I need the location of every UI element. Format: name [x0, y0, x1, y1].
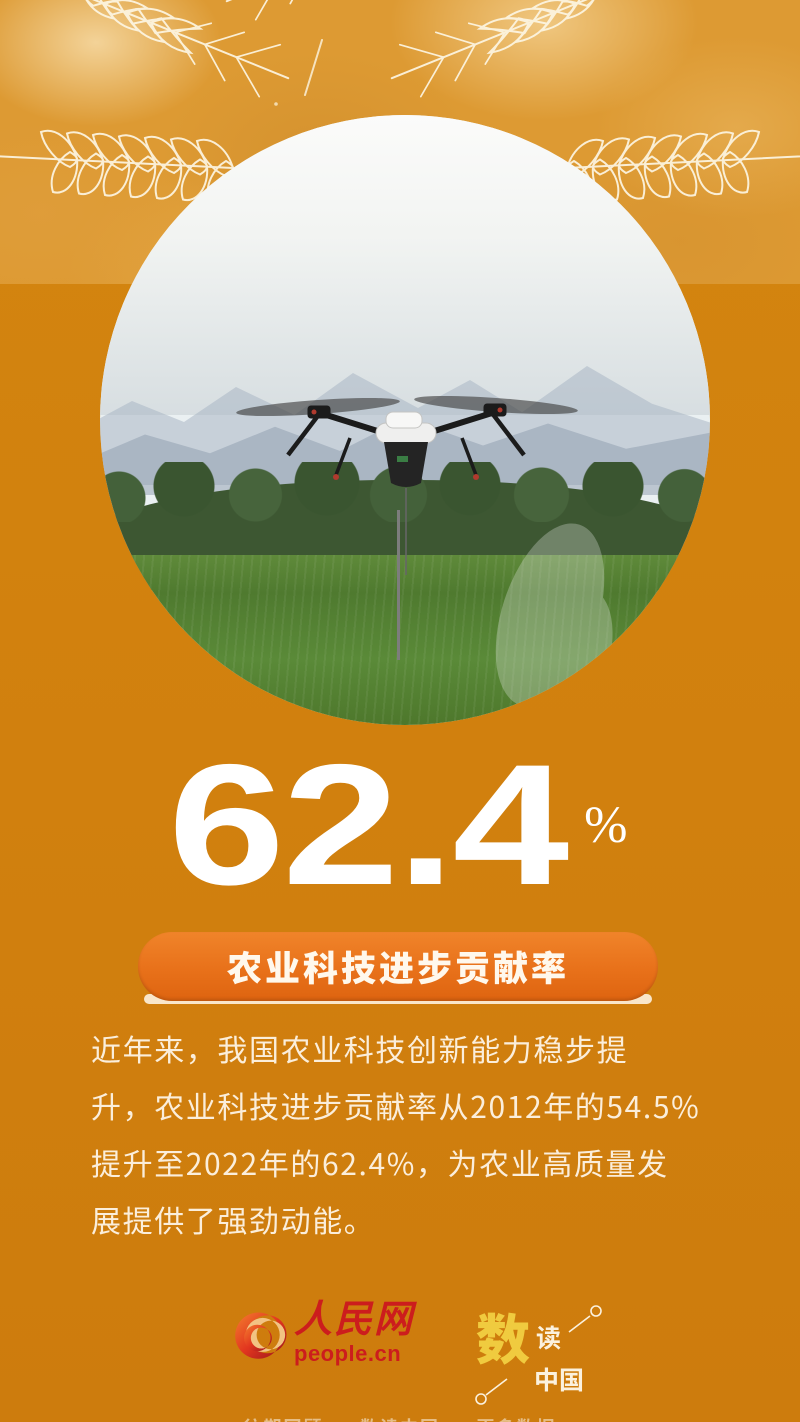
- svg-text:读: 读: [536, 1319, 561, 1355]
- svg-text:中国: 中国: [534, 1361, 584, 1397]
- svg-text:数: 数: [476, 1296, 530, 1375]
